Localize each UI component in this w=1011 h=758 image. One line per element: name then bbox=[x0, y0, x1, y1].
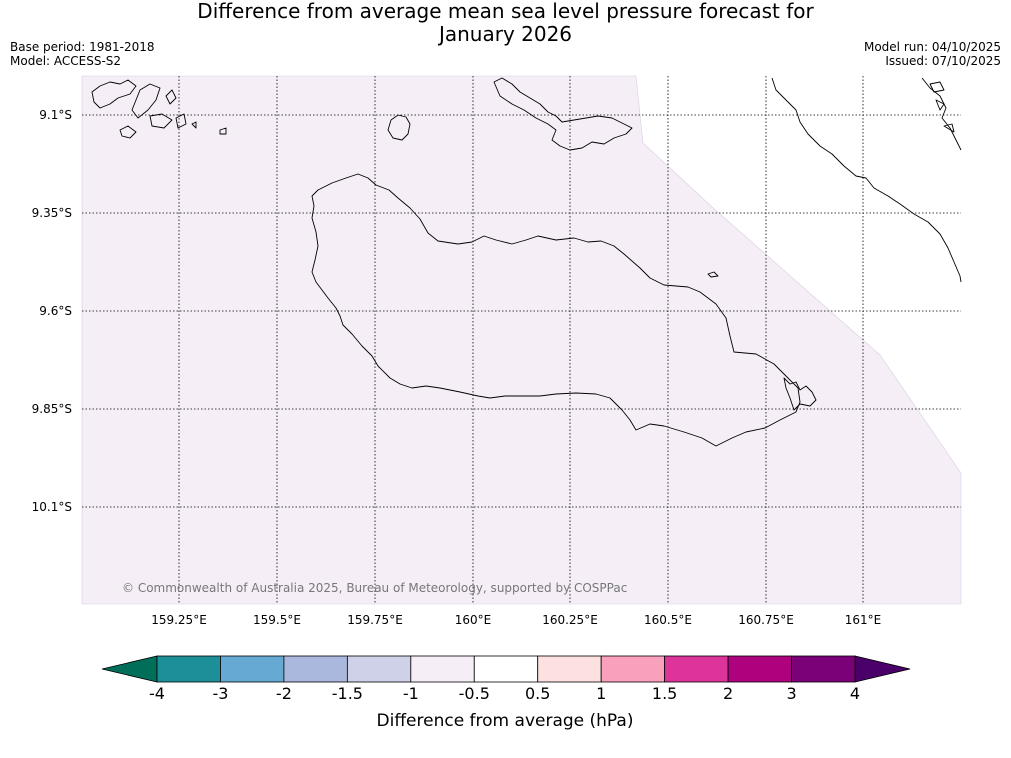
colorbar-tick-label: -2 bbox=[276, 684, 292, 703]
colorbar-tick-label: 0.5 bbox=[525, 684, 550, 703]
colorbar-tick-label: 3 bbox=[786, 684, 796, 703]
base-period: Base period: 1981-2018 bbox=[10, 40, 155, 54]
forecast-field bbox=[81, 75, 962, 605]
issued-date: Issued: 07/10/2025 bbox=[885, 54, 1001, 68]
meta-left: Base period: 1981-2018 Model: ACCESS-S2 bbox=[10, 40, 155, 68]
colorbar-label: Difference from average (hPa) bbox=[377, 711, 634, 731]
lat-label: 9.6°S bbox=[39, 304, 72, 318]
meta-right: Model run: 04/10/2025 Issued: 07/10/2025 bbox=[864, 40, 1001, 68]
colorbar-tick-label: -1 bbox=[403, 684, 419, 703]
colorbar-tick-label: 4 bbox=[850, 684, 860, 703]
lat-label: 9.85°S bbox=[32, 402, 72, 416]
colorbar-bin bbox=[537, 655, 602, 683]
colorbar: -4 -3 -2 -1.5 -1 -0.5 0.5 1 1.5 2 3 4 bbox=[101, 655, 911, 703]
colorbar-bin bbox=[283, 655, 348, 683]
colorbar-bin bbox=[346, 655, 412, 683]
coastlines bbox=[91, 77, 962, 447]
colorbar-bin bbox=[473, 655, 539, 683]
lon-label: 160.5°E bbox=[644, 613, 692, 627]
small-islet bbox=[707, 271, 719, 278]
colorbar-high-extend bbox=[854, 655, 911, 683]
lon-label: 160.25°E bbox=[542, 613, 598, 627]
latitude-labels: 9.1°S 9.35°S 9.6°S 9.85°S 10.1°S bbox=[32, 108, 72, 514]
lon-label: 159.25°E bbox=[151, 613, 207, 627]
colorbar-tick-label: 1.5 bbox=[652, 684, 677, 703]
colorbar-tick-label: -0.5 bbox=[459, 684, 490, 703]
model-name: Model: ACCESS-S2 bbox=[10, 54, 122, 68]
title-line-2: January 2026 bbox=[438, 22, 573, 46]
florida-islands-east bbox=[493, 77, 633, 151]
colorbar-bin bbox=[220, 655, 285, 683]
lon-label: 160.75°E bbox=[738, 613, 794, 627]
colorbar-bin bbox=[156, 655, 221, 683]
colorbar-tick-label: -3 bbox=[212, 684, 228, 703]
marau-coast bbox=[783, 377, 817, 411]
colorbar-bin bbox=[791, 655, 856, 683]
guadalcanal-coastline bbox=[311, 173, 801, 447]
savo-island-coastline bbox=[387, 114, 411, 141]
colorbar-low-extend bbox=[101, 655, 158, 683]
colorbar-tick-label: 1 bbox=[596, 684, 606, 703]
copyright-text: © Commonwealth of Australia 2025, Bureau… bbox=[122, 581, 627, 595]
florida-islands-west bbox=[91, 79, 227, 139]
chart-title: Difference from average mean sea level p… bbox=[0, 0, 1011, 46]
malaita-coastline bbox=[771, 77, 962, 283]
lat-label: 9.35°S bbox=[32, 206, 72, 220]
gridlines bbox=[82, 76, 961, 604]
colorbar-bin bbox=[410, 655, 475, 683]
colorbar-bin bbox=[600, 655, 666, 683]
lon-label: 159.75°E bbox=[347, 613, 403, 627]
lon-label: 160°E bbox=[455, 613, 492, 627]
model-run: Model run: 04/10/2025 bbox=[863, 40, 1001, 54]
lon-label: 161°E bbox=[845, 613, 882, 627]
colorbar-tick-label: -1.5 bbox=[332, 684, 363, 703]
longitude-labels: 159.25°E 159.5°E 159.75°E 160°E 160.25°E 160.… bbox=[151, 613, 881, 627]
colorbar-bin bbox=[664, 655, 729, 683]
northeast-islets bbox=[929, 81, 955, 133]
lat-label: 10.1°S bbox=[32, 500, 72, 514]
title-line-1: Difference from average mean sea level p… bbox=[197, 0, 814, 23]
colorbar-tick-label: 2 bbox=[723, 684, 733, 703]
colorbar-bin bbox=[727, 655, 792, 683]
northeast-coast bbox=[921, 77, 962, 151]
lon-label: 159.5°E bbox=[253, 613, 301, 627]
lat-label: 9.1°S bbox=[39, 108, 72, 122]
colorbar-tick-label: -4 bbox=[149, 684, 165, 703]
